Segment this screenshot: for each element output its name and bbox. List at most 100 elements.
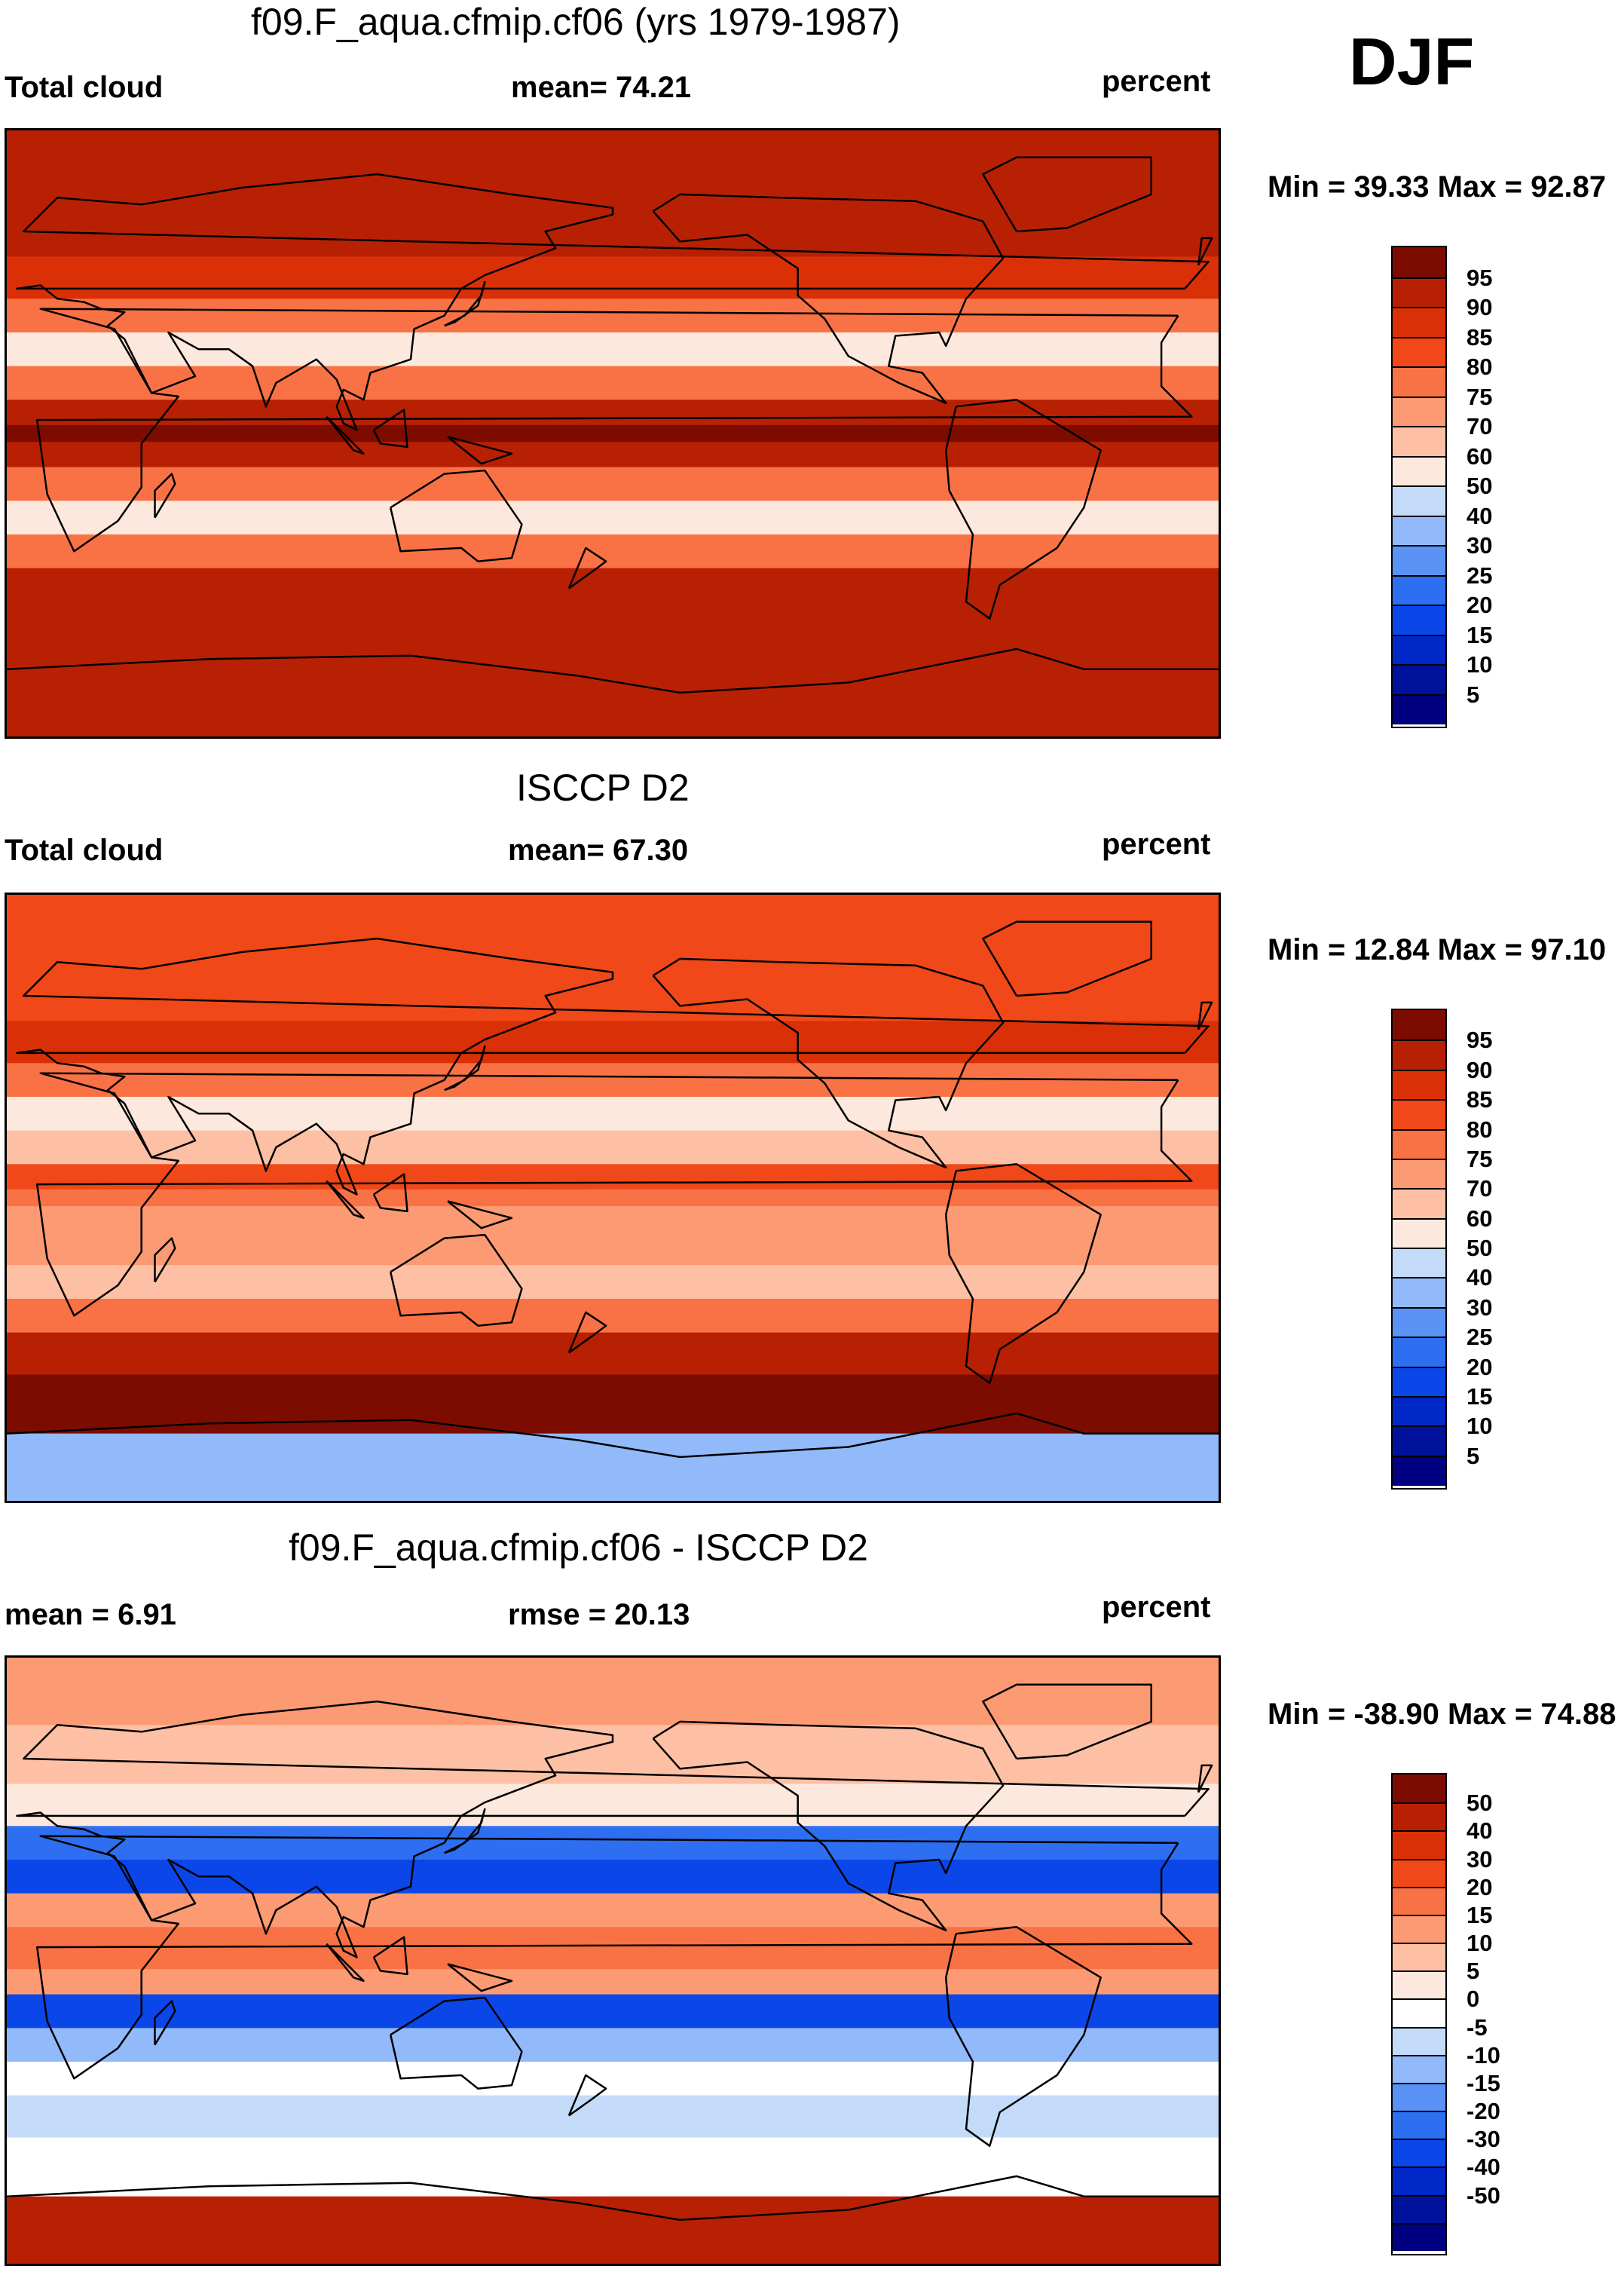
- panel-3-colorbar-tick: -40: [1466, 2154, 1500, 2181]
- panel-2-minmax: Min = 12.84 Max = 97.10: [1268, 933, 1607, 966]
- panel-1-colorbar-tick: 60: [1466, 442, 1493, 470]
- panel-1-colorbar-tick: 90: [1466, 294, 1493, 320]
- panel-3-coastline: [567, 2074, 607, 2117]
- panel-1-coastline: [444, 280, 486, 327]
- panel-3-zonal-band: [7, 1927, 1219, 1953]
- panel-3-coastline: [444, 1808, 486, 1854]
- panel-1-zonal-band: [7, 568, 1219, 611]
- panel-2-coastline: [35, 1072, 1193, 1317]
- panel-1-zonal-band: [7, 198, 1219, 257]
- panel-1-units-label: percent: [1102, 65, 1211, 98]
- panel-2-colorbar-swatch: [1393, 1040, 1445, 1070]
- panel-2-coastline: [567, 1311, 607, 1354]
- panel-3-colorbar-swatch: [1393, 1943, 1445, 1971]
- panel-2-colorbar-swatch: [1393, 1128, 1445, 1159]
- panel-1-coastline: [372, 409, 408, 449]
- season-label: DJF: [1349, 24, 1475, 99]
- panel-1-minmax: Min = 39.33 Max = 92.87: [1268, 170, 1607, 204]
- panel-2-zonal-band: [7, 1299, 1219, 1334]
- panel-3-colorbar-swatch: [1393, 1802, 1445, 1831]
- panel-2-zonal-band: [7, 962, 1219, 1021]
- panel-3-zonal-band: [7, 2028, 1219, 2062]
- panel-1-variable-label: Total cloud: [5, 71, 164, 104]
- panel-1-colorbar-tick: 80: [1466, 354, 1493, 380]
- panel-2-colorbar-swatch: [1393, 1425, 1445, 1456]
- panel-3-colorbar-swatch: [1393, 2026, 1445, 2056]
- panel-2-colorbar-tick: 5: [1466, 1442, 1480, 1469]
- panel-2-colorbar-swatch: [1393, 1158, 1445, 1189]
- panel-3-zonal-band: [7, 1860, 1219, 1894]
- panel-2-colorbar-tick: 80: [1466, 1116, 1493, 1143]
- panel-3-colorbar-tick: -50: [1466, 2182, 1500, 2209]
- panel-2-colorbar-tick: 70: [1466, 1175, 1493, 1202]
- panel-1-colorbar-tick: 30: [1466, 532, 1493, 559]
- panel-2-zonal-band: [7, 1206, 1219, 1232]
- panel-1-coastline: [389, 469, 523, 562]
- panel-1-colorbar-tick: 95: [1466, 264, 1493, 291]
- panel-3-zonal-band: [7, 1994, 1219, 2029]
- panel-3-zonal-band: [7, 2095, 1219, 2138]
- panel-3-coastline: [35, 1835, 1193, 2080]
- panel-3-zonal-band: [7, 1725, 1219, 1784]
- panel-2-colorbar-swatch: [1393, 1217, 1445, 1248]
- panel-3-map: [5, 1655, 1221, 2266]
- panel-1-zonal-band: [7, 332, 1219, 367]
- panel-2-colorbar-swatch: [1393, 1248, 1445, 1278]
- panel-3-colorbar-swatch: [1393, 2082, 1445, 2111]
- panel-1-colorbar-swatch: [1393, 247, 1445, 277]
- panel-1-colorbar-tick: 25: [1466, 562, 1493, 589]
- panel-1-zonal-band: [7, 669, 1219, 736]
- panel-1-colorbar-tick: 50: [1466, 473, 1493, 499]
- panel-3-colorbar-tick: 30: [1466, 1845, 1493, 1872]
- panel-2-map: [5, 893, 1221, 1503]
- panel-1-colorbar-swatch: [1393, 694, 1445, 724]
- panel-2-mean-label: mean= 67.30: [508, 834, 689, 867]
- panel-2-coastline: [389, 1233, 523, 1327]
- panel-3-zonal-band: [7, 1969, 1219, 1995]
- panel-2-coastline: [326, 1180, 365, 1220]
- panel-1-colorbar-swatch: [1393, 574, 1445, 605]
- panel-3-minmax: Min = -38.90 Max = 74.88: [1268, 1698, 1616, 1731]
- panel-2-colorbar-tick: 15: [1466, 1383, 1493, 1410]
- panel-3-colorbar-tick: -30: [1466, 2126, 1500, 2153]
- panel-3-colorbar-tick: 20: [1466, 1873, 1493, 1900]
- panel-2-colorbar-swatch: [1393, 1455, 1445, 1486]
- panel-3-colorbar-swatch: [1393, 1886, 1445, 1915]
- panel-2-coastline: [447, 1200, 513, 1229]
- panel-3-coastline: [154, 2000, 176, 2046]
- panel-1-title: f09.F_aqua.cfmip.cf06 (yrs 1979-1987): [251, 1, 901, 43]
- panel-2-zonal-band: [7, 1231, 1219, 1266]
- panel-2-colorbar-swatch: [1393, 1188, 1445, 1219]
- panel-2-coastline: [1197, 1001, 1213, 1030]
- panel-2-zonal-band: [7, 1021, 1219, 1064]
- panel-1-colorbar-swatch: [1393, 336, 1445, 367]
- panel-2-coastline: [944, 1163, 1102, 1384]
- panel-2-zonal-band: [7, 1189, 1219, 1207]
- panel-1-zonal-band: [7, 366, 1219, 400]
- panel-1-coastline: [652, 193, 1005, 405]
- panel-1-colorbar-swatch: [1393, 455, 1445, 486]
- panel-1-colorbar: [1391, 246, 1447, 728]
- panel-3-title: f09.F_aqua.cfmip.cf06 - ISCCP D2: [289, 1526, 868, 1569]
- panel-3-colorbar-swatch: [1393, 1830, 1445, 1860]
- panel-2-colorbar-tick: 10: [1466, 1413, 1493, 1440]
- panel-1-coastline: [982, 156, 1152, 233]
- panel-2-coastline: [16, 937, 1210, 1196]
- panel-1-coastline: [7, 648, 1219, 694]
- panel-2-colorbar-swatch: [1393, 1010, 1445, 1040]
- panel-1-zonal-band: [7, 400, 1219, 426]
- panel-3-colorbar-tick: 5: [1466, 1958, 1480, 1985]
- panel-1-coastline: [154, 473, 176, 519]
- panel-2-colorbar-tick: 95: [1466, 1027, 1493, 1054]
- panel-3-zonal-band: [7, 1784, 1219, 1827]
- panel-3-coastline: [982, 1683, 1152, 1760]
- panel-1-zonal-band: [7, 467, 1219, 501]
- panel-3-coastline: [447, 1963, 513, 1992]
- panel-2-colorbar-tick: 90: [1466, 1056, 1493, 1083]
- panel-3-colorbar-tick: -20: [1466, 2098, 1500, 2125]
- panel-2-zonal-band: [7, 1130, 1219, 1165]
- panel-1-colorbar-swatch: [1393, 426, 1445, 456]
- panel-3-coastline: [372, 1936, 408, 1976]
- panel-3-colorbar-swatch: [1393, 1998, 1445, 2028]
- panel-3-colorbar-swatch: [1393, 1858, 1445, 1888]
